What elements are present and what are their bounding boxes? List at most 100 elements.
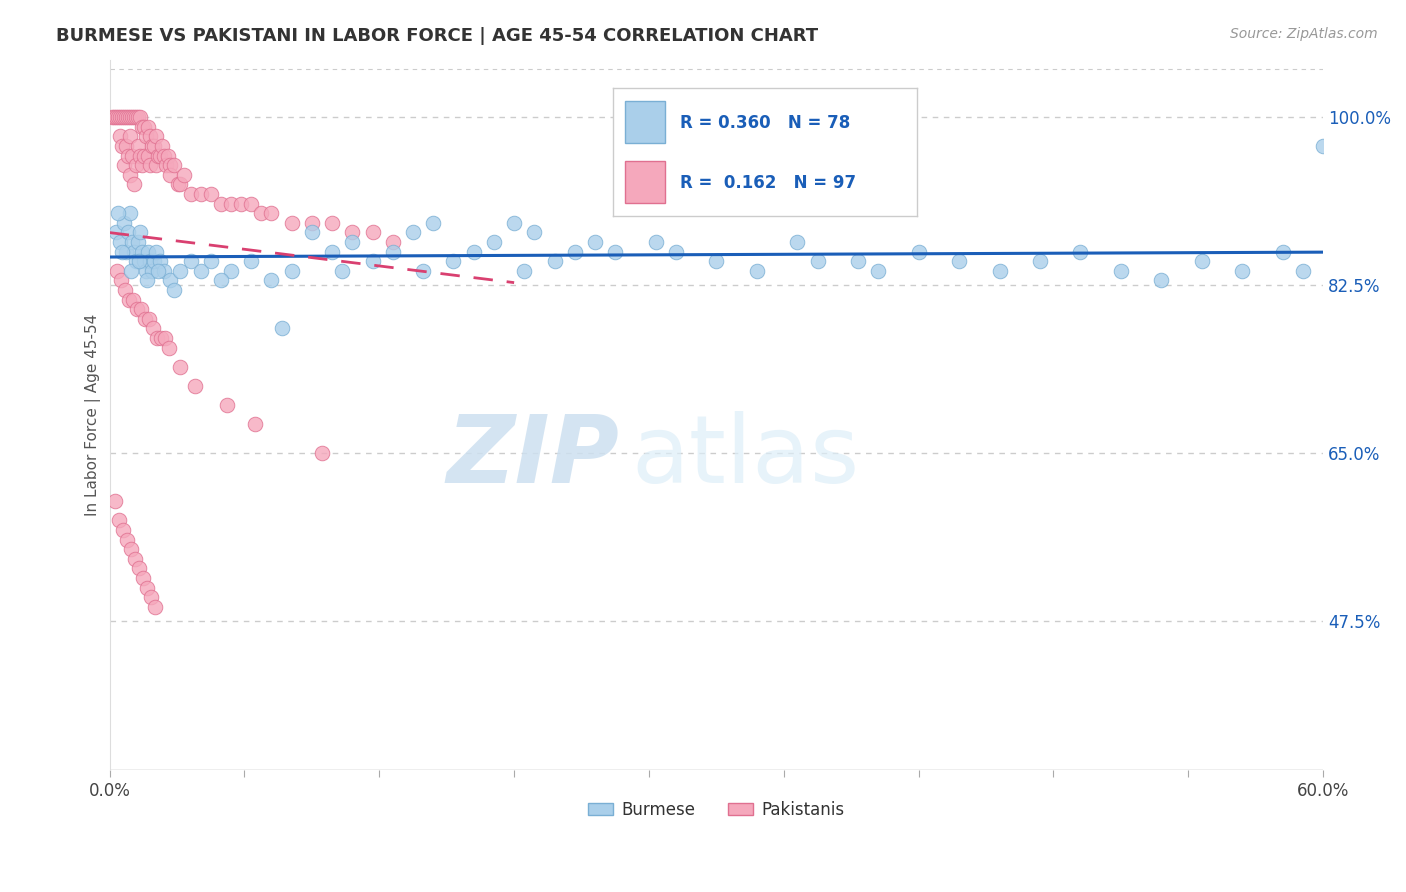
Point: [121, 110, 143, 124]
Point: [105, 264, 128, 278]
Point: [143, 599, 166, 614]
Point: [463, 244, 485, 259]
Point: [806, 254, 828, 268]
Text: ZIP: ZIP: [447, 411, 619, 503]
Point: [381, 244, 404, 259]
Point: [190, 186, 212, 201]
Point: [118, 293, 141, 307]
Point: [605, 244, 627, 259]
Point: [149, 148, 172, 162]
Point: [1191, 254, 1213, 268]
Point: [136, 273, 159, 287]
Point: [219, 264, 242, 278]
Point: [342, 226, 364, 240]
Point: [665, 244, 688, 259]
Point: [311, 446, 333, 460]
Point: [523, 226, 546, 240]
Point: [146, 264, 169, 278]
Point: [118, 206, 141, 220]
Point: [250, 206, 273, 220]
Point: [118, 129, 141, 144]
Point: [117, 148, 139, 162]
Point: [215, 398, 238, 412]
Point: [159, 273, 181, 287]
Point: [125, 110, 148, 124]
Point: [136, 120, 159, 134]
Point: [114, 283, 136, 297]
Point: [129, 226, 152, 240]
Point: [122, 293, 145, 307]
Point: [150, 331, 173, 345]
Point: [122, 178, 145, 192]
Point: [245, 417, 267, 432]
Point: [136, 581, 159, 595]
Point: [163, 158, 186, 172]
Point: [146, 148, 169, 162]
Point: [131, 158, 153, 172]
Point: [108, 129, 131, 144]
Point: [190, 264, 212, 278]
Point: [1069, 244, 1091, 259]
Point: [200, 254, 222, 268]
Point: [330, 264, 353, 278]
Point: [111, 523, 134, 537]
Point: [1312, 139, 1334, 153]
Text: atlas: atlas: [631, 411, 859, 503]
Point: [153, 148, 176, 162]
Point: [107, 110, 129, 124]
Point: [110, 273, 132, 287]
Point: [145, 244, 167, 259]
Point: [131, 120, 153, 134]
Point: [260, 273, 283, 287]
Point: [868, 264, 890, 278]
Point: [141, 139, 163, 153]
Point: [120, 264, 142, 278]
Point: [1029, 254, 1052, 268]
Point: [988, 264, 1011, 278]
Point: [125, 302, 148, 317]
Point: [169, 359, 191, 374]
Point: [132, 148, 155, 162]
Point: [745, 264, 768, 278]
Point: [543, 254, 565, 268]
Point: [139, 158, 162, 172]
Point: [443, 254, 465, 268]
Point: [180, 186, 202, 201]
Point: [115, 533, 138, 547]
Point: [583, 235, 606, 249]
Point: [209, 273, 232, 287]
Point: [108, 235, 131, 249]
Point: [131, 244, 153, 259]
Point: [169, 264, 191, 278]
Point: [183, 379, 205, 393]
Point: [846, 254, 869, 268]
Point: [117, 110, 139, 124]
Point: [301, 226, 323, 240]
Point: [321, 216, 343, 230]
Point: [786, 235, 808, 249]
Point: [209, 196, 232, 211]
Point: [706, 254, 728, 268]
Point: [301, 216, 323, 230]
Point: [342, 235, 364, 249]
Point: [139, 591, 162, 605]
Point: [200, 186, 222, 201]
Point: [112, 216, 135, 230]
Point: [482, 235, 505, 249]
Point: [112, 110, 135, 124]
Point: [114, 244, 136, 259]
Point: [1292, 264, 1315, 278]
Point: [127, 110, 149, 124]
Point: [136, 244, 159, 259]
Point: [907, 244, 929, 259]
Point: [108, 110, 131, 124]
Point: [270, 321, 292, 335]
Legend: Burmese, Pakistanis: Burmese, Pakistanis: [581, 794, 852, 826]
Point: [135, 264, 157, 278]
Point: [143, 254, 166, 268]
Point: [412, 264, 434, 278]
Point: [124, 551, 146, 566]
Point: [125, 254, 148, 268]
Point: [173, 168, 195, 182]
Point: [122, 110, 145, 124]
